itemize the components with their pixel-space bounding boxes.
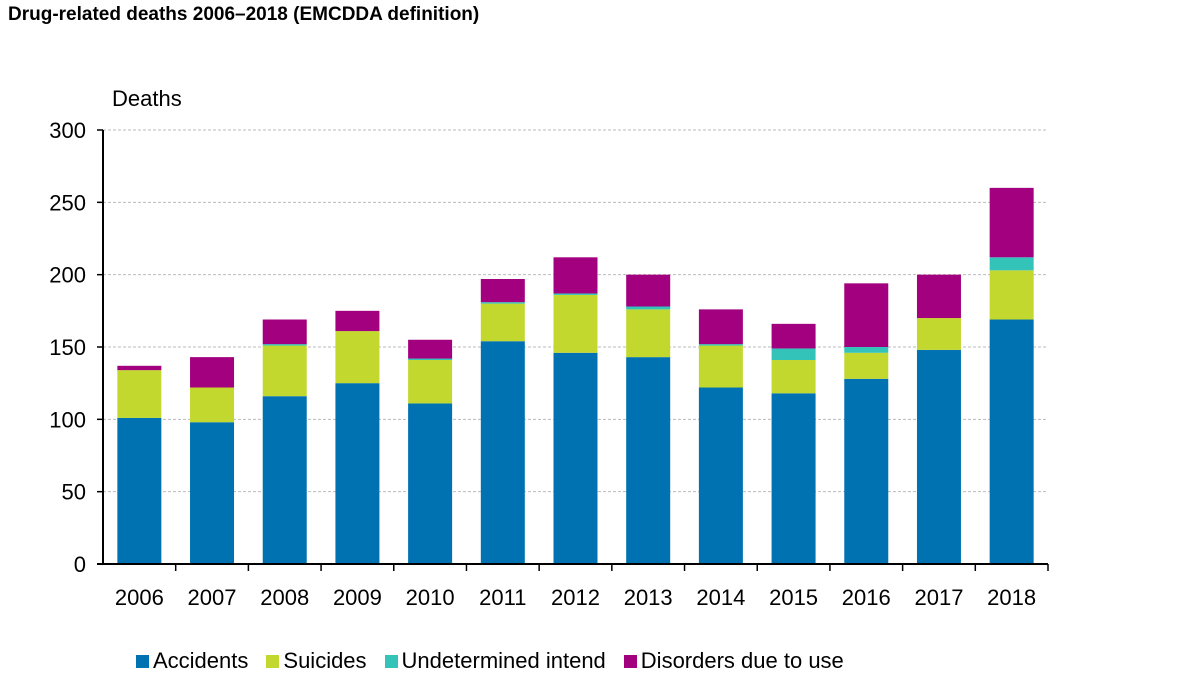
bar-segment-undetermined-intend — [844, 347, 889, 353]
bar-segment-undetermined-intend — [553, 293, 598, 295]
bar-segment-suicides — [771, 360, 816, 394]
chart-title: Drug-related deaths 2006–2018 (EMCDDA de… — [8, 4, 480, 25]
bar-segment-accidents — [626, 357, 671, 564]
bar-segment-accidents — [480, 341, 525, 564]
bar-segment-accidents — [844, 378, 889, 564]
x-tick-label: 2007 — [188, 585, 237, 610]
bar-segment-suicides — [916, 318, 961, 350]
bar-segment-suicides — [480, 303, 525, 342]
bar-segment-disorders-due-to-use — [916, 274, 961, 319]
y-axis-label: Deaths — [112, 86, 182, 111]
bar-segment-disorders-due-to-use — [190, 357, 235, 388]
bar-segment-accidents — [335, 383, 380, 564]
legend-swatch — [623, 654, 637, 668]
bar-segment-disorders-due-to-use — [553, 257, 598, 294]
bar-segment-suicides — [262, 345, 307, 397]
x-tick-label: 2011 — [479, 585, 526, 610]
y-tick-label: 50 — [62, 480, 86, 505]
bar-segment-accidents — [771, 393, 816, 564]
bar-segment-disorders-due-to-use — [698, 309, 743, 345]
bar-segment-undetermined-intend — [698, 344, 743, 346]
bar-segment-suicides — [698, 345, 743, 388]
legend-swatch — [266, 654, 280, 668]
x-tick-label: 2012 — [551, 585, 600, 610]
bar-segment-accidents — [989, 319, 1034, 564]
legend: Accidents Suicides Undetermined intend Diso… — [136, 648, 862, 674]
bar-segment-suicides — [335, 331, 380, 384]
bar-segment-disorders-due-to-use — [989, 187, 1034, 258]
y-tick-label: 250 — [49, 190, 86, 215]
legend-item: Disorders due to use — [623, 648, 844, 674]
y-tick-label: 200 — [49, 263, 86, 288]
bar-segment-suicides — [844, 352, 889, 379]
legend-item: Undetermined intend — [384, 648, 606, 674]
bar-segment-accidents — [553, 352, 598, 564]
x-tick-label: 2008 — [260, 585, 309, 610]
bar-segment-accidents — [117, 417, 162, 564]
legend-label: Undetermined intend — [401, 648, 606, 673]
y-tick-label: 300 — [49, 118, 86, 143]
bar-segment-disorders-due-to-use — [771, 323, 816, 349]
bar-segment-suicides — [553, 294, 598, 353]
stacked-bar-chart: Deaths 0 50 100 150 200 250 300 2006 2007 2008 2009… — [49, 86, 1049, 610]
legend-item: Accidents — [136, 648, 248, 674]
x-tick-label: 2018 — [987, 585, 1036, 610]
bar-segment-suicides — [626, 309, 671, 358]
x-tick-label: 2016 — [842, 585, 891, 610]
bar-segment-accidents — [262, 396, 307, 564]
y-tick-label: 150 — [49, 335, 86, 360]
bar-segment-accidents — [408, 403, 453, 564]
legend-swatch — [136, 654, 149, 668]
x-tick-label: 2014 — [696, 585, 745, 610]
bar-segment-disorders-due-to-use — [117, 365, 162, 371]
legend-label: Suicides — [283, 648, 367, 673]
x-tick-label: 2017 — [914, 585, 963, 610]
legend-label: Disorders due to use — [640, 648, 844, 673]
legend-swatch — [384, 654, 398, 668]
bar-segment-accidents — [916, 349, 961, 564]
bar-segment-disorders-due-to-use — [262, 319, 307, 345]
bar-segment-undetermined-intend — [262, 344, 307, 346]
bar-segment-disorders-due-to-use — [408, 339, 453, 359]
bar-segment-undetermined-intend — [626, 306, 671, 310]
bar-segment-undetermined-intend — [771, 348, 816, 361]
bar-segment-undetermined-intend — [989, 257, 1034, 271]
bar-segment-accidents — [190, 422, 235, 564]
bar-segment-disorders-due-to-use — [626, 274, 671, 307]
bar-segment-undetermined-intend — [408, 358, 453, 361]
x-tick-label: 2006 — [115, 585, 164, 610]
y-tick-label: 0 — [74, 552, 86, 577]
bar-segment-accidents — [698, 387, 743, 564]
bar-segment-disorders-due-to-use — [480, 279, 525, 303]
bar-segment-suicides — [408, 360, 453, 404]
bar-segment-disorders-due-to-use — [844, 283, 889, 347]
bar-segment-suicides — [989, 270, 1034, 320]
bar-segment-suicides — [190, 387, 235, 423]
x-tick-label: 2009 — [333, 585, 382, 610]
bar-segment-disorders-due-to-use — [335, 310, 380, 332]
legend-label: Accidents — [153, 648, 249, 673]
x-tick-label: 2010 — [406, 585, 455, 610]
legend-item: Suicides — [266, 648, 367, 674]
x-tick-label: 2013 — [624, 585, 673, 610]
bar-segment-suicides — [117, 370, 162, 418]
y-tick-label: 100 — [49, 407, 86, 432]
bar-segment-undetermined-intend — [480, 302, 525, 304]
x-tick-label: 2015 — [769, 585, 818, 610]
